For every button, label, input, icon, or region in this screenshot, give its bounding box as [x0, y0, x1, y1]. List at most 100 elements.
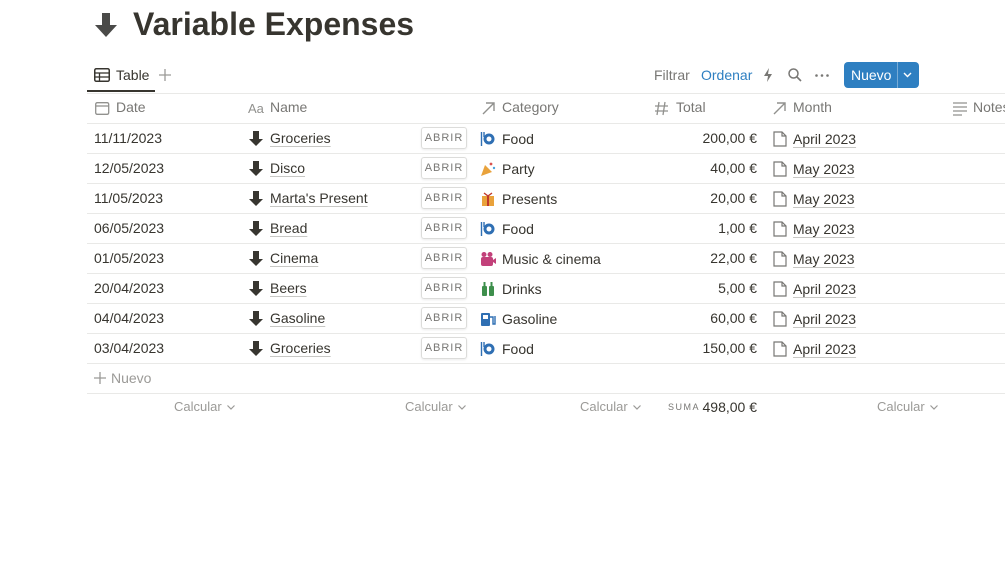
row-icon: [249, 281, 263, 296]
svg-text:Aa: Aa: [248, 101, 265, 116]
name-cell[interactable]: Groceries: [270, 340, 331, 356]
month-cell[interactable]: April 2023: [793, 311, 857, 327]
calculate[interactable]: Calcular: [174, 399, 222, 414]
date-cell: 11/11/2023: [94, 130, 162, 146]
name-cell[interactable]: Disco: [270, 160, 306, 176]
open-button[interactable]: ABRIR: [421, 247, 467, 269]
month-cell[interactable]: May 2023: [793, 221, 855, 237]
row-icon: [249, 161, 263, 176]
name-cell[interactable]: Marta's Present: [270, 190, 368, 206]
month-cell[interactable]: May 2023: [793, 191, 855, 207]
month-cell[interactable]: April 2023: [793, 341, 857, 357]
category-cell: Food: [502, 221, 534, 237]
title-icon: [95, 13, 117, 37]
row-icon: [249, 311, 263, 326]
total-cell: 22,00 €: [710, 250, 757, 266]
add-view[interactable]: [159, 69, 171, 81]
date-cell: 11/05/2023: [94, 190, 164, 206]
header-border: [87, 123, 1005, 124]
category-icon: [482, 192, 494, 206]
name-cell[interactable]: Beers: [270, 280, 307, 296]
open-button[interactable]: ABRIR: [421, 187, 467, 209]
total-cell: 40,00 €: [710, 160, 757, 176]
table-tab-icon: [94, 68, 110, 82]
category-cell: Food: [502, 341, 534, 357]
open-button[interactable]: ABRIR: [421, 127, 467, 149]
open-button[interactable]: ABRIR: [421, 307, 467, 329]
column-icon: [482, 102, 495, 115]
column-header[interactable]: Total: [676, 99, 706, 115]
category-icon: [480, 222, 495, 236]
calculate[interactable]: Calcular: [877, 399, 925, 414]
new-button-menu[interactable]: [903, 72, 912, 78]
column-icon: [655, 101, 668, 116]
add-row[interactable]: Nuevo: [111, 370, 152, 386]
open-button[interactable]: ABRIR: [421, 277, 467, 299]
month-cell[interactable]: May 2023: [793, 161, 855, 177]
date-cell: 01/05/2023: [94, 250, 165, 266]
page-icon: [773, 191, 787, 207]
name-cell[interactable]: Groceries: [270, 130, 331, 146]
date-cell: 06/05/2023: [94, 220, 165, 236]
row-icon: [249, 131, 263, 146]
calculate-caret: [226, 405, 235, 410]
name-cell[interactable]: Bread: [270, 220, 308, 236]
row-icon: [249, 251, 263, 266]
category-cell: Music & cinema: [502, 251, 601, 267]
total-cell: 1,00 €: [718, 220, 757, 236]
sort-button[interactable]: Ordenar: [701, 67, 753, 83]
page-icon: [773, 281, 787, 297]
column-header[interactable]: Name: [270, 99, 308, 115]
month-cell[interactable]: April 2023: [793, 281, 857, 297]
month-cell[interactable]: April 2023: [793, 131, 857, 147]
open-button[interactable]: ABRIR: [421, 337, 467, 359]
category-icon: [480, 342, 495, 356]
open-button[interactable]: ABRIR: [421, 217, 467, 239]
more-button[interactable]: [815, 74, 829, 77]
calculate[interactable]: Calcular: [405, 399, 453, 414]
total-cell: 60,00 €: [710, 310, 757, 326]
add-row-icon: [94, 372, 106, 384]
row-border: [87, 213, 1005, 214]
new-button[interactable]: Nuevo: [851, 67, 892, 83]
total-cell: 5,00 €: [718, 280, 757, 296]
category-icon: [481, 162, 496, 176]
category-icon: [480, 132, 495, 146]
column-icon: [773, 102, 786, 115]
page-icon: [773, 341, 787, 357]
page-icon: [773, 161, 787, 177]
row-border: [87, 333, 1005, 334]
search-button[interactable]: [788, 68, 802, 82]
row-border: [87, 273, 1005, 274]
row-icon: [249, 221, 263, 236]
filter-button[interactable]: Filtrar: [654, 67, 690, 83]
category-cell: Presents: [502, 191, 558, 207]
column-header[interactable]: Month: [793, 99, 832, 115]
name-cell[interactable]: Gasoline: [270, 310, 326, 326]
total-cell: 150,00 €: [702, 340, 758, 356]
open-button[interactable]: ABRIR: [421, 157, 467, 179]
page-icon: [773, 221, 787, 237]
category-icon: [481, 313, 496, 326]
page-icon: [773, 251, 787, 267]
row-border: [87, 153, 1005, 154]
name-cell[interactable]: Cinema: [270, 250, 319, 266]
column-header[interactable]: Notes: [973, 99, 1005, 115]
calculate-caret: [929, 405, 938, 410]
total-cell: 200,00 €: [702, 130, 758, 146]
add-row-border: [87, 393, 1005, 394]
page-icon: [773, 311, 787, 327]
date-cell: 03/04/2023: [94, 340, 165, 356]
page-title: Variable Expenses: [133, 6, 415, 42]
column-header[interactable]: Category: [502, 99, 559, 115]
table-tab[interactable]: Table: [116, 67, 150, 83]
month-cell[interactable]: May 2023: [793, 251, 855, 267]
row-border: [87, 303, 1005, 304]
tab-underline: [87, 90, 155, 92]
category-icon: [482, 282, 494, 296]
calculate[interactable]: Calcular: [580, 399, 628, 414]
column-header[interactable]: Date: [116, 99, 146, 115]
automation-button[interactable]: [763, 68, 773, 82]
category-icon: [481, 252, 496, 266]
